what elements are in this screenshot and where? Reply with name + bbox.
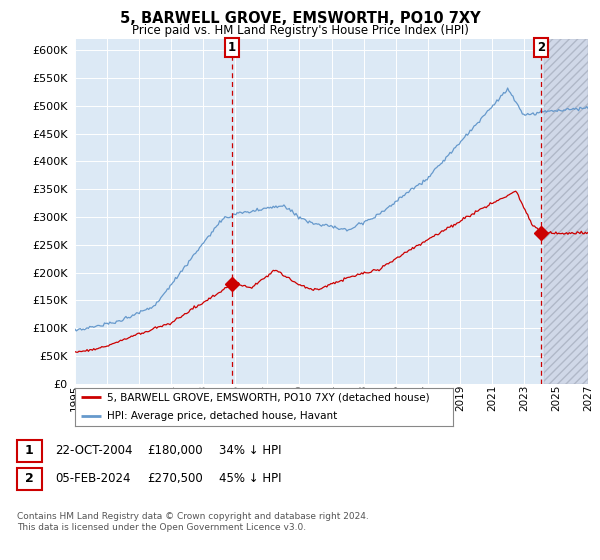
Text: Price paid vs. HM Land Registry's House Price Index (HPI): Price paid vs. HM Land Registry's House … [131,24,469,36]
Text: 34% ↓ HPI: 34% ↓ HPI [219,444,281,458]
Text: 22-OCT-2004: 22-OCT-2004 [55,444,133,458]
Text: 1: 1 [25,444,34,458]
Text: £270,500: £270,500 [147,472,203,486]
Text: 05-FEB-2024: 05-FEB-2024 [55,472,131,486]
Text: 5, BARWELL GROVE, EMSWORTH, PO10 7XY: 5, BARWELL GROVE, EMSWORTH, PO10 7XY [119,11,481,26]
Text: 2: 2 [537,41,545,54]
Text: HPI: Average price, detached house, Havant: HPI: Average price, detached house, Hava… [107,412,337,422]
Text: Contains HM Land Registry data © Crown copyright and database right 2024.
This d: Contains HM Land Registry data © Crown c… [17,512,368,532]
Text: 1: 1 [228,41,236,54]
Text: 45% ↓ HPI: 45% ↓ HPI [219,472,281,486]
Text: £180,000: £180,000 [147,444,203,458]
Bar [544,39,588,384]
Bar [75,39,544,384]
Text: 2: 2 [25,472,34,486]
Text: 5, BARWELL GROVE, EMSWORTH, PO10 7XY (detached house): 5, BARWELL GROVE, EMSWORTH, PO10 7XY (de… [107,393,430,403]
